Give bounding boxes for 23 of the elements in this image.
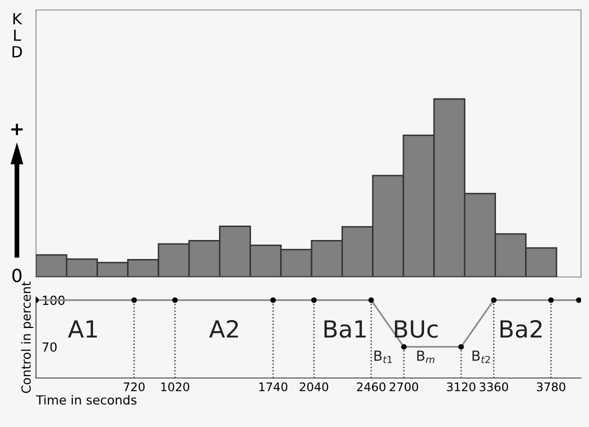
x-axis-title: Time in seconds — [36, 394, 136, 405]
annotation: A1 — [68, 320, 97, 338]
annotation: BUc — [394, 320, 438, 338]
y-tick-label: 70 — [42, 342, 57, 352]
annotation: A2 — [209, 320, 238, 338]
text: + — [11, 124, 23, 136]
x-tick-label: 2700 — [390, 382, 418, 392]
text: 0 — [12, 268, 22, 282]
annotation: B$_{t2}$ — [472, 350, 490, 364]
annotation: B$_{t1}$ — [374, 350, 392, 364]
annotation: B$_{m}$ — [417, 350, 434, 364]
x-tick-label: 1740 — [259, 382, 288, 392]
x-tick-label: 2040 — [300, 382, 328, 392]
y-axis-title: Control in percent — [21, 282, 34, 393]
x-tick-label: 3360 — [480, 382, 508, 392]
x-tick-label: 3780 — [536, 382, 566, 392]
y-axis-title: KLD — [12, 13, 22, 58]
x-tick-label: 720 — [124, 382, 145, 392]
x-tick-label: 1020 — [161, 382, 190, 392]
annotation: Ba1 — [324, 320, 366, 338]
annotation: Ba2 — [500, 320, 542, 338]
x-tick-label: 3120 — [446, 382, 476, 392]
x-tick-label: 2460 — [357, 382, 386, 392]
